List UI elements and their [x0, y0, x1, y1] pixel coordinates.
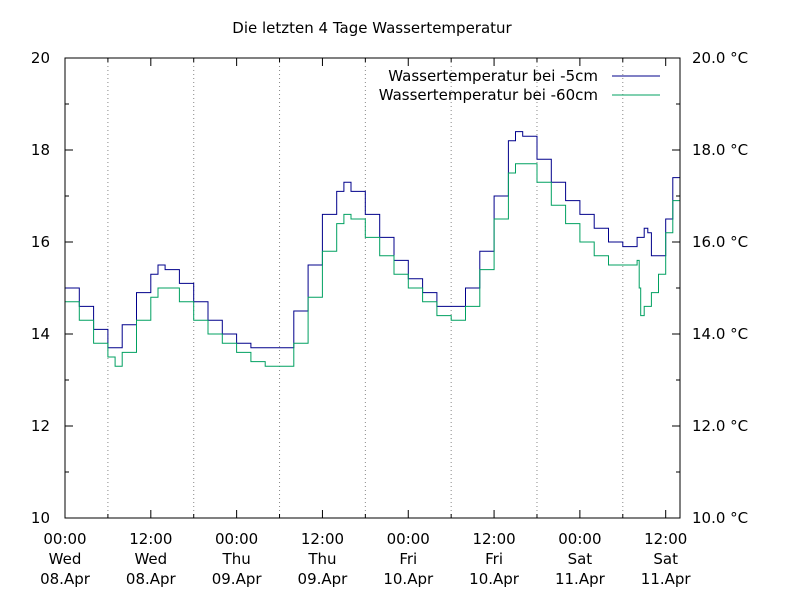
x-tick-label-time: 00:00 [558, 530, 601, 548]
legend-label-60cm: Wassertemperatur bei -60cm [379, 86, 598, 104]
y-tick-label-left: 18 [31, 141, 50, 159]
legend-label-5cm: Wassertemperatur bei -5cm [388, 67, 598, 85]
y-tick-label-right: 12.0 °C [692, 417, 748, 435]
x-tick-label-date: 11.Apr [555, 570, 606, 588]
y-tick-label-right: 14.0 °C [692, 325, 748, 343]
series-line-60cm [65, 163, 681, 367]
y-tick-label-right: 18.0 °C [692, 141, 748, 159]
x-tick-label-time: 12:00 [472, 530, 515, 548]
y-tick-label-left: 10 [31, 509, 50, 527]
x-tick-label-date: 11.Apr [641, 570, 692, 588]
x-tick-label-time: 12:00 [644, 530, 687, 548]
y-tick-label-left: 16 [31, 233, 50, 251]
x-tick-label-day: Wed [134, 550, 167, 568]
grid-layer [107, 58, 624, 518]
x-tick-label-day: Wed [49, 550, 82, 568]
series-layer [65, 131, 681, 367]
x-tick-label-date: 09.Apr [298, 570, 349, 588]
x-tick-label-day: Thu [307, 550, 336, 568]
y-tick-label-left: 12 [31, 417, 50, 435]
x-tick-label-time: 00:00 [43, 530, 86, 548]
x-tick-label-day: Sat [653, 550, 678, 568]
chart-title: Die letzten 4 Tage Wassertemperatur [232, 19, 512, 37]
x-tick-label-day: Thu [222, 550, 251, 568]
x-tick-label-day: Fri [399, 550, 417, 568]
y-tick-label-right: 16.0 °C [692, 233, 748, 251]
x-tick-label-date: 10.Apr [383, 570, 434, 588]
legend: Wassertemperatur bei -5cmWassertemperatu… [379, 67, 660, 104]
x-tick-label-date: 10.Apr [469, 570, 520, 588]
x-tick-label-time: 12:00 [301, 530, 344, 548]
y-tick-label-left: 20 [31, 49, 50, 67]
x-tick-label-day: Fri [485, 550, 503, 568]
x-tick-label-time: 12:00 [129, 530, 172, 548]
x-tick-label-date: 09.Apr [212, 570, 263, 588]
y-tick-label-right: 10.0 °C [692, 509, 748, 527]
y-tick-label-left: 14 [31, 325, 50, 343]
x-tick-label-time: 00:00 [215, 530, 258, 548]
y-tick-label-right: 20.0 °C [692, 49, 748, 67]
plot-frame [64, 57, 681, 519]
series-line-5cm [65, 131, 681, 349]
x-tick-label-day: Sat [568, 550, 593, 568]
x-tick-label-time: 00:00 [387, 530, 430, 548]
x-tick-label-date: 08.Apr [40, 570, 91, 588]
x-tick-label-date: 08.Apr [126, 570, 177, 588]
tick-layer: 10 10.0 °C 12 12.0 °C 14 14.0 °C 16 16.0 °C 18 18… [31, 49, 748, 588]
